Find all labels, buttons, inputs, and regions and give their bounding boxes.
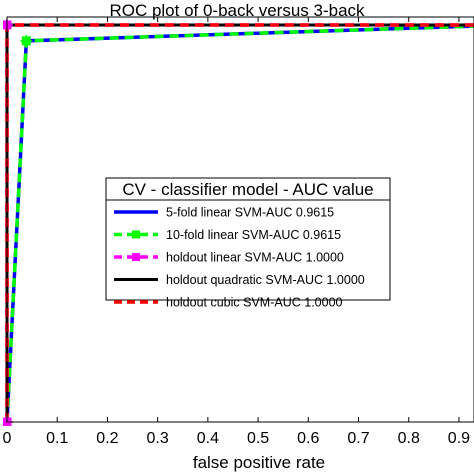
legend-entry-4: holdout quadratic SVM-AUC 1.0000 — [166, 273, 365, 287]
x-tick-label: 0.4 — [197, 430, 219, 447]
x-tick-label: 0.6 — [297, 430, 319, 447]
legend-entry-1: 5-fold linear SVM-AUC 0.9615 — [166, 206, 334, 220]
legend-entry-2: 10-fold linear SVM-AUC 0.9615 — [166, 228, 341, 242]
x-tick-label: 0.7 — [347, 430, 369, 447]
legend-entry-3: holdout linear SVM-AUC 1.0000 — [166, 251, 344, 265]
x-tick-label: 0.9 — [448, 430, 470, 447]
legend-entry-5: holdout cubic SVM-AUC 1.0000 — [166, 296, 343, 310]
x-tick-label: 0.1 — [46, 430, 68, 447]
x-tick-label: 0.5 — [247, 430, 269, 447]
x-tick-label: 0 — [3, 430, 12, 447]
legend: CV - classifier model - AUC value 5-fold… — [105, 177, 391, 310]
x-tick-label: 0.3 — [147, 430, 169, 447]
plot-frame — [6, 16, 474, 423]
chart-title: ROC plot of 0-back versus 3-back — [109, 1, 365, 20]
legend-title: CV - classifier model - AUC value — [122, 180, 373, 199]
legend-marker-2 — [132, 230, 140, 239]
x-tick-label: 0.8 — [398, 430, 420, 447]
legend-marker-3 — [132, 253, 140, 261]
x-tick-label: 0.2 — [96, 430, 118, 447]
x-axis-label: false positive rate — [193, 453, 325, 472]
series-2-marker-spike — [20, 34, 33, 47]
